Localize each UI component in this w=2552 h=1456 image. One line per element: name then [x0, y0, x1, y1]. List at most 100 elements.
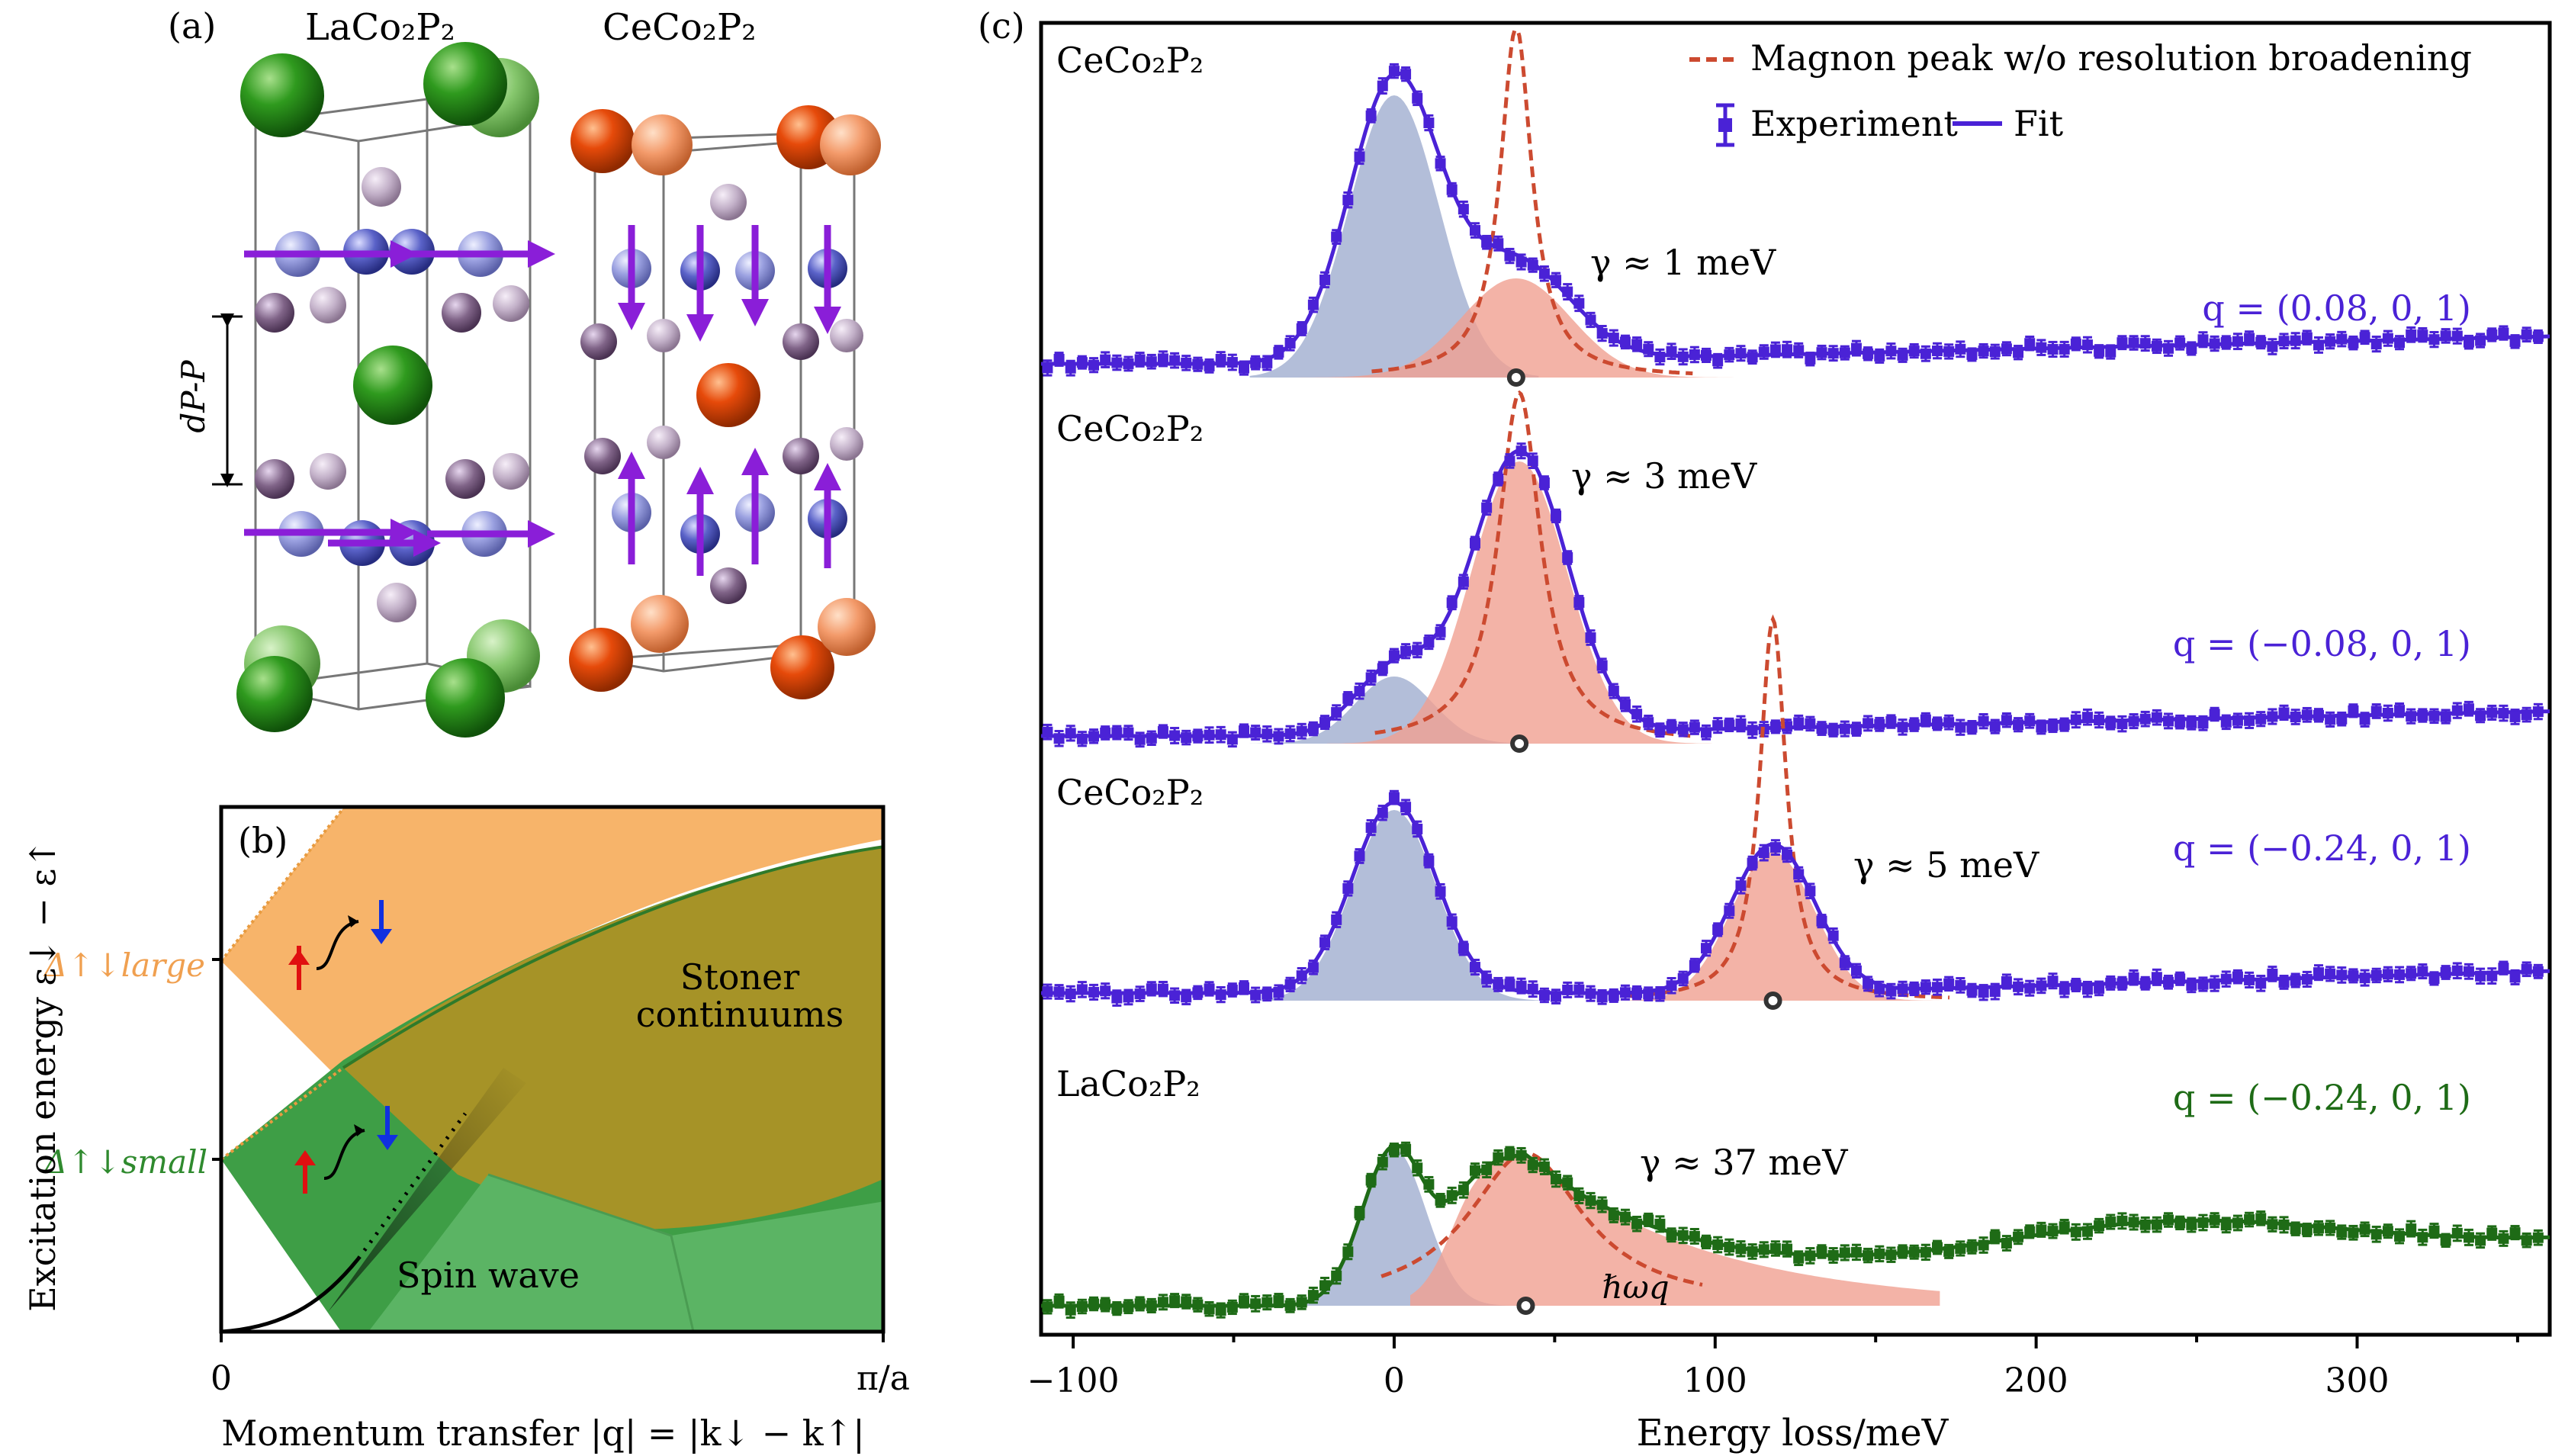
data-point	[1978, 342, 1989, 359]
data-point	[1885, 982, 1897, 1000]
data-point	[1827, 345, 1839, 362]
data-point	[1654, 348, 1666, 366]
data-point	[1181, 1294, 1192, 1310]
data-point	[2267, 338, 2278, 355]
data-point	[2325, 711, 2336, 728]
fit-line	[1041, 448, 2550, 738]
elastic-peak-fill	[1249, 1149, 1539, 1306]
data-point	[1793, 714, 1805, 731]
delta-small-label: Δ↑↓small	[43, 1143, 207, 1181]
data-point	[2001, 1235, 2012, 1252]
data-point	[1088, 728, 1100, 744]
data-point	[2290, 972, 2301, 988]
elastic-peak-fill	[1249, 810, 1539, 1001]
data-point	[1816, 1244, 1827, 1259]
ce-atom	[632, 114, 693, 175]
data-point	[2209, 335, 2220, 352]
data-point	[1238, 723, 1249, 738]
data-point	[1585, 629, 1596, 646]
data-point	[2105, 715, 2116, 731]
data-point	[1689, 346, 1700, 364]
data-point	[2428, 330, 2440, 349]
data-point	[1250, 1294, 1262, 1313]
data-point	[1885, 1246, 1897, 1263]
data-point	[1816, 344, 1827, 361]
data-point	[1377, 77, 1388, 95]
data-point	[1596, 324, 1608, 342]
data-point	[1226, 982, 1238, 998]
data-point	[1388, 63, 1400, 79]
data-point	[2521, 326, 2532, 343]
ce-atom	[696, 363, 760, 427]
data-point	[1805, 1247, 1816, 1265]
panel-a-label: (a)	[168, 5, 216, 47]
data-point	[2313, 1220, 2324, 1236]
data-point	[2255, 974, 2267, 992]
spectrum-3: CeCo₂P₂ q = (−0.24, 0, 1) γ ≈ 5 meV	[1041, 614, 2550, 1010]
p-atom	[255, 459, 294, 499]
data-point	[1042, 983, 1053, 1000]
data-point	[1319, 1276, 1331, 1294]
data-point	[2406, 326, 2417, 343]
data-point	[1365, 819, 1377, 837]
data-point	[1504, 247, 1515, 265]
data-point	[2186, 977, 2197, 994]
data-point	[2509, 1225, 2521, 1241]
data-point	[1076, 981, 1088, 998]
data-point	[1701, 724, 1712, 741]
data-point	[1955, 977, 1966, 994]
data-point	[1123, 1299, 1134, 1315]
data-point	[1053, 1293, 1065, 1309]
p-atom	[255, 293, 294, 333]
p-atom	[783, 323, 819, 360]
data-point	[2024, 979, 2036, 997]
data-point	[1215, 351, 1226, 368]
data-point	[2174, 971, 2186, 986]
data-point	[2209, 706, 2220, 722]
data-point	[1643, 341, 1654, 358]
data-point	[1885, 342, 1897, 360]
data-point	[1515, 253, 1527, 271]
data-point	[1100, 351, 1111, 368]
data-point	[1863, 346, 1874, 362]
data-point	[2209, 1212, 2220, 1229]
data-point	[2313, 964, 2324, 982]
data-point	[1238, 360, 1249, 376]
data-point	[1388, 1143, 1400, 1158]
spectrum-gamma-label: γ ≈ 3 meV	[1571, 455, 1757, 497]
data-point	[1897, 347, 1908, 363]
data-point	[2301, 706, 2313, 723]
data-point	[1146, 1297, 1157, 1314]
data-point	[1527, 1156, 1538, 1174]
ce-atom	[770, 635, 834, 699]
p-atom	[710, 184, 747, 220]
data-point	[2440, 1233, 2451, 1249]
data-point	[2521, 706, 2532, 723]
data-point	[1053, 729, 1065, 747]
data-point	[1157, 1294, 1168, 1311]
data-point	[1377, 805, 1388, 821]
data-point	[2186, 1217, 2197, 1233]
spectrum-q-label: q = (−0.08, 0, 1)	[2173, 623, 2471, 664]
data-point	[2081, 336, 2093, 354]
data-point	[2163, 1212, 2174, 1228]
data-point	[1331, 229, 1342, 245]
data-point	[1123, 725, 1134, 741]
data-point	[2151, 338, 2162, 355]
data-point	[2128, 1213, 2139, 1231]
data-point	[1932, 1239, 1943, 1255]
data-point	[1631, 985, 1643, 1001]
spin-wave-curve	[220, 1257, 360, 1334]
data-point	[2440, 328, 2451, 344]
data-point	[2486, 1225, 2498, 1241]
data-point	[2036, 719, 2047, 735]
panel-c-xlabel: Energy loss/meV	[1637, 1412, 1949, 1454]
stoner-label-1: Stoner	[680, 956, 800, 998]
data-point	[1435, 1192, 1446, 1208]
data-point	[1897, 718, 1908, 736]
data-point	[1365, 108, 1377, 124]
data-point	[1619, 696, 1631, 712]
data-point	[1250, 986, 1262, 1004]
data-point	[1181, 988, 1192, 1006]
data-point	[1966, 1239, 1978, 1255]
